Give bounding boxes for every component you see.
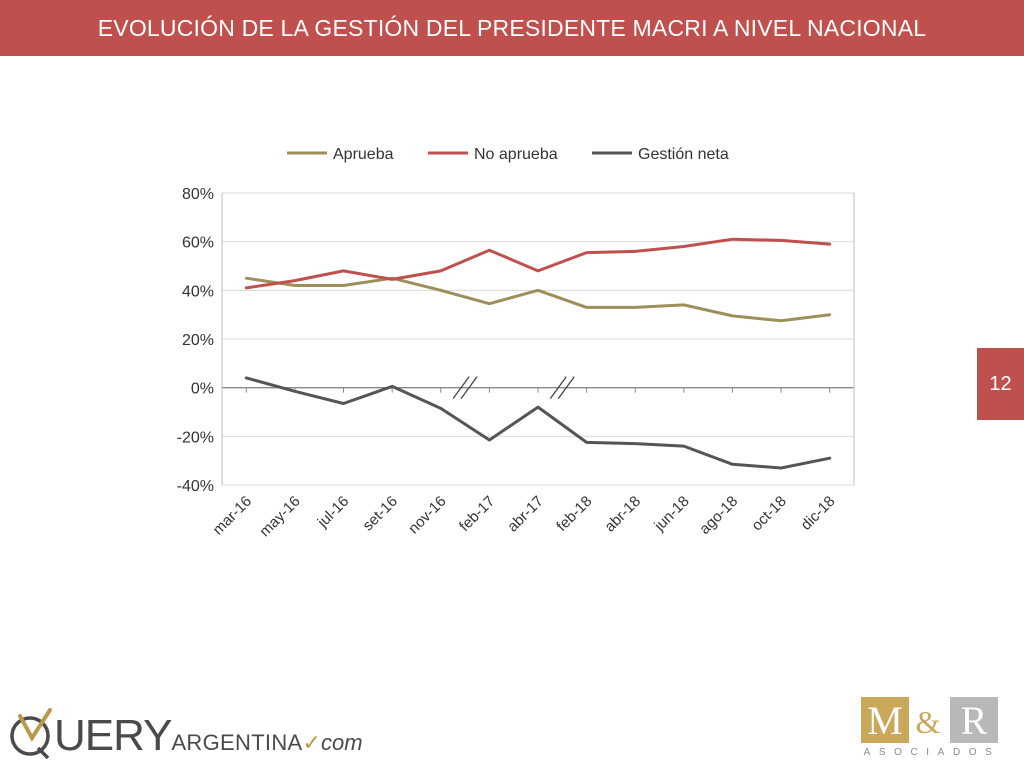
query-com-text: com [320, 730, 363, 755]
axis-break-mark-1-1 [557, 376, 575, 400]
legend-label-1: No aprueba [474, 146, 558, 163]
page-number-tab: 12 [977, 348, 1024, 420]
y-tick-label: -40% [177, 478, 214, 495]
mr-m-block: M [861, 697, 909, 743]
x-tick-label: feb-17 [456, 493, 498, 535]
series-line-1 [244, 237, 832, 290]
x-tick-label: abr-17 [504, 493, 547, 536]
query-slash-mark: ✓ [302, 730, 321, 755]
x-tick-label: nov-16 [405, 493, 449, 537]
legend-label-2: Gestión neta [638, 146, 729, 163]
chart-legend: Aprueba No aprueba Gestión neta [287, 146, 729, 163]
x-tick-label: abr-18 [601, 493, 644, 536]
query-q-icon [8, 708, 54, 760]
page-number: 12 [989, 372, 1012, 395]
x-tick-label: jul-16 [314, 493, 353, 532]
x-tick-label: ago-18 [696, 493, 741, 538]
y-tick-label: -20% [177, 429, 214, 446]
mr-ampersand: & [915, 703, 941, 740]
series-line-2 [244, 376, 832, 470]
query-argentina-logo: UERY ARGENTINA ✓ com [8, 700, 363, 760]
mr-asociados-logo: M & R ASOCIADOS [858, 697, 1006, 763]
axis-break-mark-1-0 [549, 376, 567, 400]
x-tick-label: feb-18 [553, 493, 595, 535]
axis-break-mark-0-1 [460, 376, 478, 400]
x-tick-label: oct-18 [748, 493, 790, 535]
series-line-0 [244, 276, 832, 323]
query-word: UERY [54, 711, 172, 760]
mr-r-block: R [950, 697, 998, 743]
y-tick-label: 20% [182, 332, 214, 349]
page-title: EVOLUCIÓN DE LA GESTIÓN DEL PRESIDENTE M… [97, 14, 927, 41]
legend-label-0: Aprueba [333, 146, 394, 163]
query-argentina-text: ARGENTINA [171, 730, 303, 755]
x-tick-label: may-16 [256, 493, 303, 540]
mr-asociados-text: ASOCIADOS [863, 747, 1001, 758]
y-tick-label: 0% [191, 381, 214, 398]
line-chart: 80% 60% 40% 20% 0% -20% -40%mar-16 may-16 jul-16… [177, 146, 855, 540]
y-tick-label: 40% [182, 283, 214, 300]
x-tick-label: dic-18 [798, 493, 839, 534]
chart-series [244, 237, 832, 470]
y-tick-label: 60% [182, 235, 214, 252]
x-tick-label: jun-18 [650, 493, 692, 535]
x-tick-label: mar-16 [210, 493, 256, 539]
axis-break-mark-0-0 [452, 376, 470, 400]
y-tick-label: 80% [182, 186, 214, 203]
x-tick-label: set-16 [359, 493, 401, 535]
header-bar: EVOLUCIÓN DE LA GESTIÓN DEL PRESIDENTE M… [0, 0, 1024, 56]
chart-grid [222, 192, 854, 486]
